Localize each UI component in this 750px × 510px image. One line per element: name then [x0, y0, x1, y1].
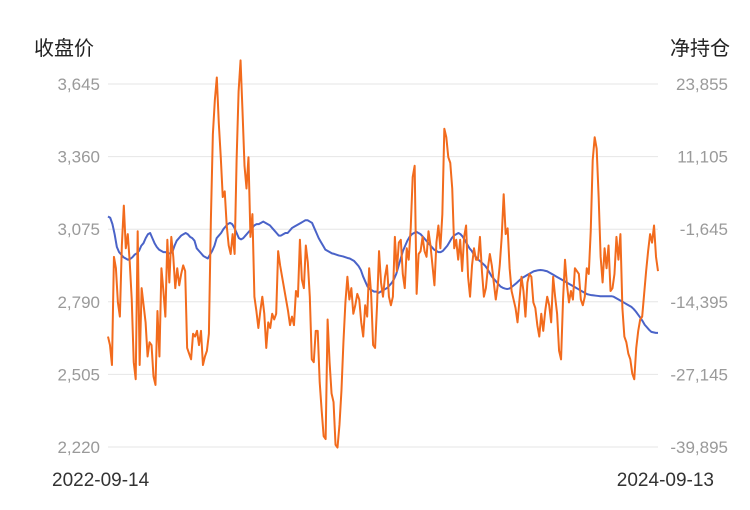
- right-axis-title: 净持仓: [670, 36, 730, 60]
- left-axis-title: 收盘价: [34, 36, 94, 60]
- series-line-right-axis: [107, 59, 659, 449]
- right-tick-label: -27,145: [670, 365, 728, 384]
- right-tick-label: 23,855: [676, 75, 728, 94]
- left-axis-ticks: 3,645 3,360 3,075 2,790 2,505 2,220: [57, 75, 100, 457]
- x-label-end: 2024-09-13: [616, 470, 714, 491]
- left-tick-label: 2,790: [57, 293, 100, 312]
- left-tick-label: 3,360: [57, 148, 100, 167]
- right-tick-label: -39,895: [670, 438, 728, 457]
- left-tick-label: 2,220: [57, 438, 100, 457]
- right-tick-label: -14,395: [670, 293, 728, 312]
- x-label-start: 2022-09-14: [52, 470, 150, 491]
- grid-lines: [108, 83, 658, 448]
- left-tick-label: 3,645: [57, 75, 100, 94]
- right-tick-label: -1,645: [680, 220, 728, 239]
- right-tick-label: 11,105: [677, 148, 728, 167]
- series-layer: [107, 59, 659, 449]
- left-tick-label: 2,505: [57, 365, 100, 384]
- right-axis-ticks: 23,855 11,105 -1,645 -14,395 -27,145 -39,895: [670, 75, 728, 457]
- left-tick-label: 3,075: [57, 220, 100, 239]
